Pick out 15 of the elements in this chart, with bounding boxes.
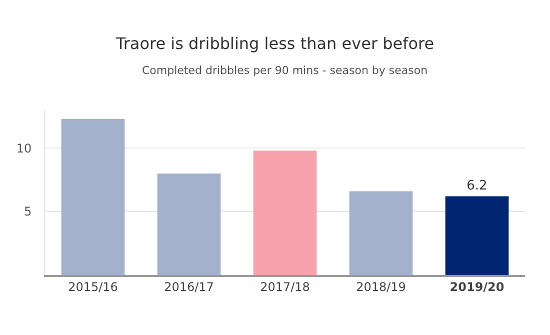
bar bbox=[445, 196, 509, 275]
x-tick-label: 2016/17 bbox=[164, 280, 214, 294]
bar bbox=[349, 191, 413, 275]
data-label: 6.2 bbox=[466, 178, 488, 194]
y-tick-label: 10 bbox=[16, 141, 32, 156]
chart-title: Traore is dribbling less than ever before bbox=[114, 34, 434, 54]
x-tick-label: 2015/16 bbox=[68, 280, 118, 294]
bar bbox=[61, 118, 125, 275]
bar bbox=[157, 173, 221, 275]
x-tick-label: 2018/19 bbox=[356, 280, 406, 294]
y-tick-label: 5 bbox=[24, 204, 32, 219]
x-tick-label: 2019/20 bbox=[450, 280, 504, 294]
chart-subtitle: Completed dribbles per 90 mins - season by season bbox=[142, 64, 428, 77]
bar bbox=[253, 150, 317, 275]
x-tick-label: 2017/18 bbox=[260, 280, 310, 294]
